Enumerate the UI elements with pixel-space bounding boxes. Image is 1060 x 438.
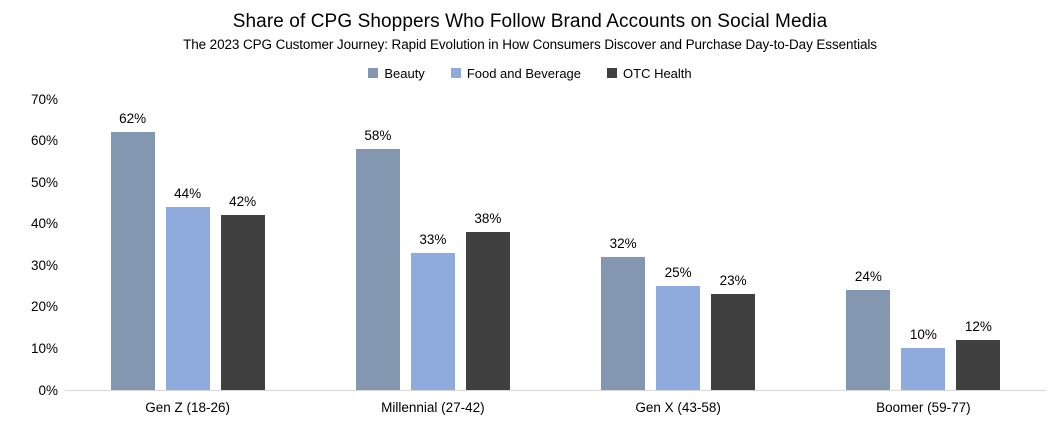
bar-data-label: 42% — [229, 194, 257, 210]
bar-data-label: 33% — [419, 231, 447, 247]
x-tick-label-millennial-27-42: Millennial (27-42) — [381, 400, 485, 415]
bar-data-label: 62% — [119, 111, 147, 127]
chart-subtitle: The 2023 CPG Customer Journey: Rapid Evo… — [183, 37, 877, 52]
bar-data-label: 10% — [909, 327, 937, 343]
bar-beauty-boomer-59-77: 24% — [846, 269, 891, 390]
chart-title: Share of CPG Shoppers Who Follow Brand A… — [232, 11, 828, 32]
legend-swatch-otc-health — [607, 68, 618, 78]
plot-area: 0% 10% 20% 30% 40% 50% 60% 70% 62% 44% 42% 58% 33% 3… — [31, 92, 1046, 396]
y-tick-label-50: 50% — [30, 174, 58, 190]
x-tick-label-gen-x-43-58: Gen X (43-58) — [635, 400, 721, 415]
bar-data-label: 12% — [964, 319, 992, 335]
bar-group-millennial-27-42: 58% 33% 38% — [310, 99, 555, 390]
legend: Beauty Food and Beverage OTC Health — [0, 65, 1060, 81]
y-axis: 0% 10% 20% 30% 40% 50% 60% 70% — [0, 92, 58, 396]
bar-food-and-beverage-millennial-27-42: 33% — [410, 232, 455, 390]
bar-data-label: 25% — [664, 265, 692, 281]
legend-item-food-and-beverage: Food and Beverage — [450, 65, 582, 81]
x-tick-label-gen-z-18-26: Gen Z (18-26) — [145, 400, 231, 415]
y-tick-label-60: 60% — [30, 132, 58, 148]
bar-group-boomer-59-77: 24% 10% 12% — [801, 99, 1046, 390]
y-tick-label-40: 40% — [30, 215, 58, 231]
x-axis: Gen Z (18-26) Millennial (27-42) Gen X (43… — [65, 400, 1046, 415]
bar-groups: 62% 44% 42% 58% 33% 38% 32% 25% 23% 24% 10% 12% — [65, 99, 1046, 390]
y-tick-label-10: 10% — [30, 340, 58, 356]
bar-beauty-gen-x-43-58: 32% — [601, 236, 646, 390]
bar-food-and-beverage-gen-x-43-58: 25% — [656, 265, 701, 390]
bar-beauty-gen-z-18-26: 62% — [110, 111, 155, 390]
bar-data-label: 32% — [609, 235, 637, 251]
bar-data-label: 44% — [174, 186, 202, 202]
y-tick-label-30: 30% — [30, 257, 58, 273]
legend-item-otc-health: OTC Health — [607, 66, 692, 81]
bar-data-label: 58% — [364, 127, 392, 143]
legend-label-beauty: Beauty — [384, 65, 425, 81]
bar-otc-health-gen-z-18-26: 42% — [220, 194, 265, 390]
bar-otc-health-boomer-59-77: 12% — [956, 319, 1001, 390]
bar-data-label: 24% — [854, 269, 882, 285]
bar-data-label: 23% — [719, 273, 747, 289]
legend-swatch-beauty — [368, 68, 379, 78]
legend-item-beauty: Beauty — [368, 65, 425, 81]
y-tick-label-20: 20% — [30, 299, 58, 315]
y-tick-label-70: 70% — [30, 91, 58, 107]
bar-beauty-millennial-27-42: 58% — [355, 128, 400, 390]
bar-otc-health-millennial-27-42: 38% — [465, 211, 510, 390]
legend-swatch-food-and-beverage — [450, 68, 461, 78]
legend-label-food-and-beverage: Food and Beverage — [466, 65, 582, 81]
y-tick-label-0: 0% — [38, 382, 58, 398]
x-tick-label-boomer-59-77: Boomer (59-77) — [876, 400, 971, 415]
bar-group-gen-x-43-58: 32% 25% 23% — [556, 99, 801, 390]
bar-food-and-beverage-boomer-59-77: 10% — [901, 327, 946, 390]
bar-group-gen-z-18-26: 62% 44% 42% — [65, 99, 310, 390]
bar-food-and-beverage-gen-z-18-26: 44% — [165, 186, 210, 390]
legend-label-otc-health: OTC Health — [623, 65, 692, 81]
bar-data-label: 38% — [474, 211, 502, 227]
bar-otc-health-gen-x-43-58: 23% — [711, 273, 756, 390]
